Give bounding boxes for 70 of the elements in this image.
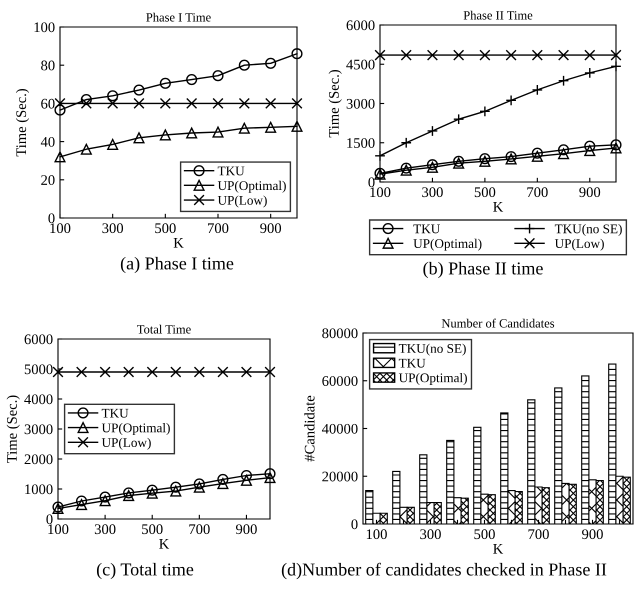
y-tick-label: 40 — [40, 136, 55, 147]
x-tick-label: 900 — [579, 187, 600, 198]
text: (c) Total time — [96, 562, 194, 580]
y-tick-label: 20000 — [322, 472, 358, 482]
y-axis-title: Time (Sec.) — [328, 70, 342, 138]
x-axis-title: K — [493, 544, 504, 554]
y-tick-label: 0 — [46, 514, 53, 524]
x-tick-label: 900 — [582, 529, 603, 540]
y-tick-label: 100 — [34, 22, 55, 32]
x-tick-label: 700 — [527, 187, 548, 198]
x-tick-label: 100 — [366, 529, 387, 540]
y-tick-label: 40000 — [322, 424, 358, 434]
y-tick-label: 3000 — [346, 98, 375, 109]
x-axis-title: K — [159, 539, 170, 549]
y-tick-label: 2000 — [24, 454, 53, 464]
x-tick-label: 500 — [155, 223, 176, 234]
chart-title: Phase I Time — [146, 12, 211, 22]
legend-label: TKU — [102, 408, 128, 418]
legend-label: UP(Optimal) — [102, 423, 170, 436]
x-tick-label: 300 — [102, 223, 124, 234]
legend-label: TKU(no SE) — [554, 224, 622, 236]
y-tick-label: 80 — [41, 60, 55, 70]
legend-label: TKU — [218, 166, 244, 176]
x-tick-label: 900 — [236, 524, 257, 534]
legend-label: UP(Low) — [554, 238, 604, 251]
x-axis-title: K — [174, 238, 184, 248]
x-tick-label: 700 — [189, 524, 210, 534]
text: (a) Phase I time — [120, 256, 234, 274]
x-tick-label: 300 — [422, 187, 443, 198]
x-tick-label: 900 — [260, 223, 282, 234]
legend-label: TKU — [398, 358, 426, 368]
y-tick-label: 60000 — [322, 376, 358, 386]
legend-label: TKU(no SE) — [398, 344, 466, 356]
y-tick-label: 0 — [48, 213, 55, 224]
y-tick-label: 0 — [351, 519, 358, 530]
legend-label: UP(Low) — [102, 438, 151, 450]
y-tick-label: 6000 — [24, 334, 53, 344]
y-tick-label: 60 — [41, 98, 55, 109]
y-tick-label: 4500 — [346, 60, 375, 70]
text: (b) Phase II time — [423, 262, 543, 278]
x-tick-label: 700 — [208, 223, 228, 234]
x-tick-label: 500 — [142, 524, 163, 534]
y-tick-label: 6000 — [346, 20, 375, 30]
y-tick-label: 0 — [368, 177, 375, 188]
y-tick-label: 5000 — [24, 364, 53, 374]
y-tick-label: 80000 — [322, 328, 358, 338]
y-tick-label: 4000 — [24, 394, 53, 404]
legend-label: UP(Optimal) — [413, 238, 482, 251]
x-axis-title: K — [493, 202, 504, 212]
legend-label: UP(Optimal) — [218, 180, 286, 193]
y-axis-title: Time (Sec.) — [6, 395, 20, 463]
x-tick-label: 300 — [420, 529, 441, 540]
x-tick-label: 100 — [370, 187, 390, 198]
chart-title: Phase II Time — [464, 10, 532, 20]
chart-title: Number of Candidates — [442, 318, 554, 328]
x-tick-label: 300 — [94, 524, 116, 534]
legend-label: UP(Low) — [218, 195, 267, 208]
text: (d)Number of candidates checked in Phase II — [282, 562, 606, 580]
chart-title: Total Time — [137, 324, 191, 334]
legend-label: UP(Optimal) — [398, 373, 467, 385]
legend-label: TKU — [413, 224, 440, 234]
y-axis-title: Time (Sec.) — [16, 88, 30, 156]
x-tick-label: 500 — [474, 529, 495, 540]
y-tick-label: 3000 — [24, 424, 53, 434]
y-axis-title: #Candidate — [304, 396, 315, 462]
x-tick-label: 700 — [528, 529, 549, 540]
x-tick-label: 500 — [474, 187, 496, 198]
y-tick-label: 1500 — [347, 138, 375, 148]
y-tick-label: 20 — [41, 175, 55, 186]
y-tick-label: 1000 — [25, 484, 53, 494]
